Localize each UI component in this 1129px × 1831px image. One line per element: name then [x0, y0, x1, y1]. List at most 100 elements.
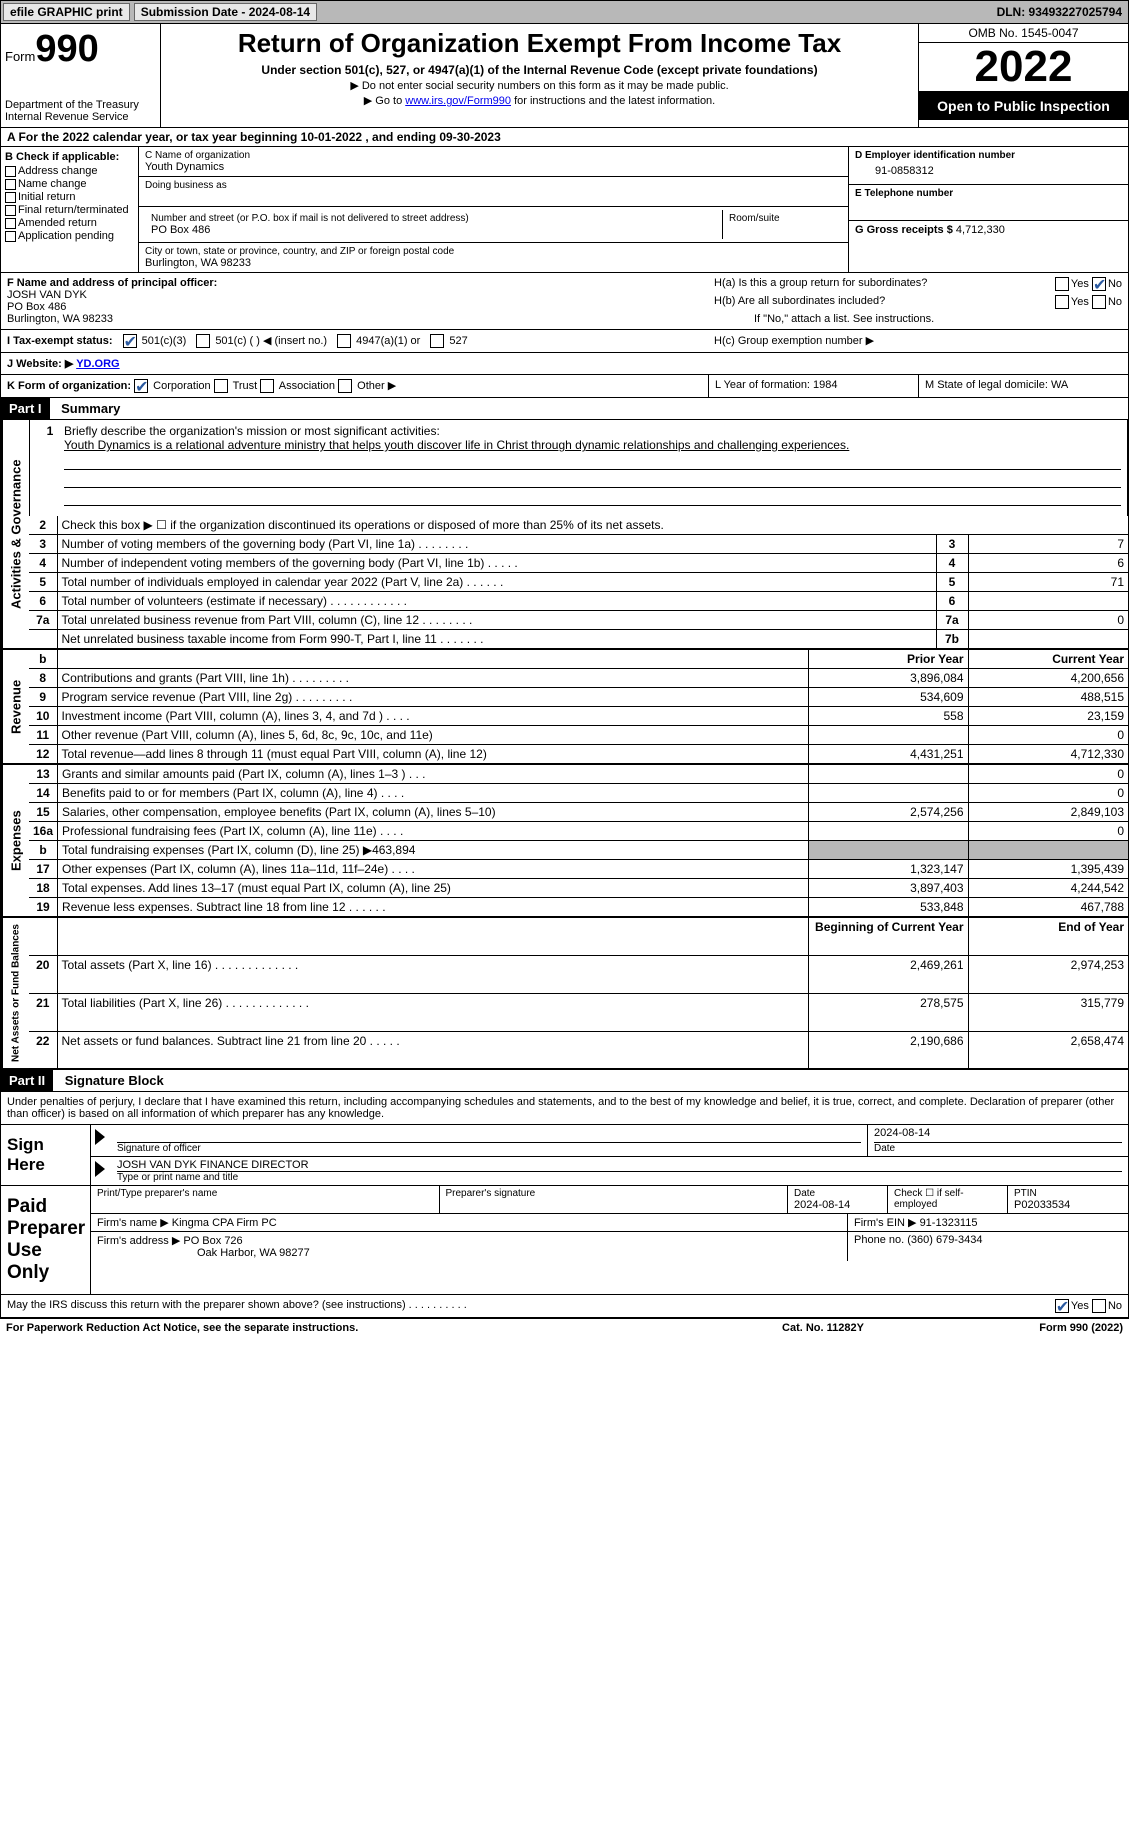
- row-desc: Total expenses. Add lines 13–17 (must eq…: [58, 879, 808, 898]
- row-num: 2: [29, 516, 57, 535]
- row-desc: Investment income (Part VIII, column (A)…: [57, 707, 808, 726]
- row-prior: 534,609: [808, 688, 968, 707]
- note-link: ▶ Go to www.irs.gov/Form990 for instruct…: [165, 94, 914, 107]
- row-num: 21: [29, 993, 57, 1031]
- irs-link[interactable]: www.irs.gov/Form990: [405, 95, 511, 107]
- row-val: 7: [968, 535, 1128, 554]
- part1-title: Summary: [53, 401, 120, 416]
- section-f-h: F Name and address of principal officer:…: [0, 273, 1129, 330]
- firm-ein: 91-1323115: [920, 1217, 978, 1229]
- part1-header: Part I Summary: [0, 398, 1129, 420]
- box-h: H(a) Is this a group return for subordin…: [708, 273, 1128, 329]
- sig-date-label: Date: [874, 1143, 1122, 1154]
- footer-left: For Paperwork Reduction Act Notice, see …: [6, 1322, 723, 1334]
- row-num: 10: [29, 707, 57, 726]
- chk-amended-return[interactable]: Amended return: [5, 217, 134, 229]
- row-num: b: [29, 841, 58, 860]
- row-desc: Total assets (Part X, line 16) . . . . .…: [57, 955, 808, 993]
- row-prior: [808, 726, 968, 745]
- print-name-label: Print/Type preparer's name: [97, 1188, 433, 1199]
- row-num: 19: [29, 898, 58, 917]
- row-val: 6: [968, 554, 1128, 573]
- row-current: 0: [968, 765, 1128, 784]
- line-a: A For the 2022 calendar year, or tax yea…: [0, 128, 1129, 147]
- dept-treasury: Department of the Treasury: [5, 99, 156, 111]
- row-val: 0: [968, 611, 1128, 630]
- part1-label: Part I: [1, 398, 50, 419]
- chk-4947[interactable]: 4947(a)(1) or: [337, 334, 420, 348]
- vert-expenses: Expenses: [1, 765, 29, 916]
- tax-year: 2022: [919, 43, 1128, 92]
- line-l: L Year of formation: 1984: [708, 375, 918, 397]
- row-num: 8: [29, 669, 57, 688]
- row-num: 22: [29, 1031, 57, 1068]
- row-desc: Benefits paid to or for members (Part IX…: [58, 784, 808, 803]
- mission-num: 1: [36, 424, 64, 512]
- efile-button[interactable]: efile GRAPHIC print: [3, 3, 130, 21]
- row-prior: [808, 765, 968, 784]
- row-num: 3: [29, 535, 57, 554]
- chk-other[interactable]: Other ▶: [338, 380, 396, 392]
- street: PO Box 486: [151, 224, 716, 236]
- row-desc: Salaries, other compensation, employee b…: [58, 803, 808, 822]
- chk-application-pending[interactable]: Application pending: [5, 230, 134, 242]
- form-subtitle: Under section 501(c), 527, or 4947(a)(1)…: [165, 63, 914, 77]
- row-prior: 4,431,251: [808, 745, 968, 764]
- prep-sig-label: Preparer's signature: [446, 1188, 782, 1199]
- begin-year-header: Beginning of Current Year: [808, 918, 968, 955]
- row-prior: 278,575: [808, 993, 968, 1031]
- row-box: 3: [936, 535, 968, 554]
- row-prior: 3,897,403: [808, 879, 968, 898]
- arrow-icon: [95, 1161, 105, 1177]
- row-num: 12: [29, 745, 57, 764]
- row-num: 14: [29, 784, 58, 803]
- row-num: 11: [29, 726, 57, 745]
- chk-trust[interactable]: Trust: [214, 380, 258, 392]
- row-desc: Professional fundraising fees (Part IX, …: [58, 822, 808, 841]
- netassets-table: Beginning of Current Year End of Year20 …: [29, 918, 1128, 1068]
- website-row: J Website: ▶ YD.ORG: [0, 353, 1129, 375]
- vert-governance: Activities & Governance: [1, 420, 29, 648]
- chk-final-return[interactable]: Final return/terminated: [5, 204, 134, 216]
- chk-name-change[interactable]: Name change: [5, 178, 134, 190]
- self-employed[interactable]: Check ☐ if self-employed: [894, 1188, 1001, 1210]
- chk-address-change[interactable]: Address change: [5, 165, 134, 177]
- website-link[interactable]: YD.ORG: [76, 358, 119, 370]
- row-num: 16a: [29, 822, 58, 841]
- row-prior: 1,323,147: [808, 860, 968, 879]
- sign-here-row: Sign Here Signature of officer 2024-08-1…: [1, 1124, 1128, 1185]
- row-desc: Contributions and grants (Part VIII, lin…: [57, 669, 808, 688]
- row-num: 17: [29, 860, 58, 879]
- ein-label: D Employer identification number: [855, 150, 1122, 161]
- chk-501c[interactable]: 501(c) ( ) ◀ (insert no.): [196, 334, 327, 348]
- row-num: 20: [29, 955, 57, 993]
- firm-phone: (360) 679-3434: [907, 1234, 982, 1246]
- k-label: K Form of organization:: [7, 380, 131, 392]
- row-current: 23,159: [968, 707, 1128, 726]
- officer-name: JOSH VAN DYK: [7, 289, 702, 301]
- chk-assoc[interactable]: Association: [260, 380, 335, 392]
- row-current: 1,395,439: [968, 860, 1128, 879]
- chk-527[interactable]: 527: [430, 334, 467, 348]
- row-current: 2,974,253: [968, 955, 1128, 993]
- expenses-section: Expenses 13 Grants and similar amounts p…: [0, 765, 1129, 918]
- note-ssn: ▶ Do not enter social security numbers o…: [165, 79, 914, 92]
- firm-name-label: Firm's name ▶: [97, 1217, 169, 1229]
- chk-corp[interactable]: Corporation: [134, 380, 211, 392]
- dln: DLN: 93493227025794: [991, 3, 1128, 21]
- expenses-table: 13 Grants and similar amounts paid (Part…: [29, 765, 1128, 916]
- paid-preparer-label: Paid Preparer Use Only: [1, 1186, 91, 1294]
- row-desc: Revenue less expenses. Subtract line 18 …: [58, 898, 808, 917]
- ha-label: H(a) Is this a group return for subordin…: [714, 277, 1055, 291]
- row-current: 4,244,542: [968, 879, 1128, 898]
- hb-answer: Yes No: [1055, 295, 1122, 309]
- prior-year-header: Prior Year: [808, 650, 968, 669]
- section-i-hc: I Tax-exempt status: 501(c)(3) 501(c) ( …: [0, 330, 1129, 353]
- arrow-icon: [95, 1129, 105, 1145]
- mission-text: Youth Dynamics is a relational adventure…: [64, 438, 849, 452]
- row-val: [968, 592, 1128, 611]
- firm-ein-label: Firm's EIN ▶: [854, 1217, 917, 1229]
- chk-initial-return[interactable]: Initial return: [5, 191, 134, 203]
- officer-label: F Name and address of principal officer:: [7, 277, 702, 289]
- chk-501c3[interactable]: 501(c)(3): [123, 334, 187, 348]
